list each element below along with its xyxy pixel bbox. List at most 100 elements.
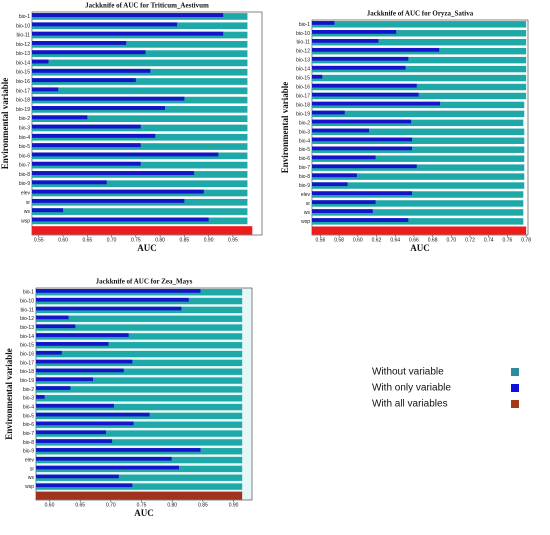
x-tick-label: 0.75 bbox=[131, 237, 141, 243]
y-tick-label: bio-17 bbox=[16, 88, 30, 94]
bar bbox=[36, 403, 114, 408]
bar bbox=[32, 171, 195, 175]
bar bbox=[36, 359, 133, 364]
x-tick-label: 0.85 bbox=[198, 502, 208, 508]
bar bbox=[312, 30, 527, 37]
bar bbox=[312, 92, 527, 100]
bar bbox=[32, 180, 107, 185]
bar bbox=[36, 403, 243, 411]
y-tick-label: bio-16 bbox=[20, 352, 34, 358]
bar bbox=[32, 189, 204, 194]
bar bbox=[312, 83, 417, 88]
y-tick-label: bio-2 bbox=[299, 120, 310, 126]
x-tick-label: 0.66 bbox=[409, 237, 419, 243]
bar bbox=[32, 115, 88, 120]
bar bbox=[36, 430, 106, 435]
bar bbox=[312, 200, 376, 205]
y-axis-label: Environmental variable bbox=[4, 348, 14, 440]
y-tick-label: bio-12 bbox=[20, 316, 34, 322]
y-tick-label: bio-4 bbox=[299, 138, 310, 144]
y-tick-label: wsp bbox=[301, 219, 310, 225]
bar bbox=[32, 208, 64, 213]
bar bbox=[32, 217, 209, 222]
bar bbox=[36, 412, 150, 417]
bar bbox=[36, 306, 182, 311]
bar bbox=[32, 115, 248, 123]
bar bbox=[32, 22, 178, 27]
y-tick-label: bio-13 bbox=[296, 58, 310, 64]
bar bbox=[312, 74, 323, 79]
bar bbox=[36, 342, 243, 349]
bar bbox=[32, 133, 156, 138]
x-tick-label: 0.80 bbox=[167, 502, 177, 508]
y-tick-label: bio-1 bbox=[19, 14, 30, 20]
y-tick-label: ws bbox=[28, 475, 35, 481]
bar bbox=[32, 59, 49, 64]
x-tick-label: 0.90 bbox=[204, 237, 214, 243]
bar bbox=[32, 226, 253, 235]
bar bbox=[32, 40, 248, 48]
bar bbox=[36, 324, 243, 331]
plot-area bbox=[31, 11, 263, 236]
x-tick-label: 0.62 bbox=[372, 237, 382, 243]
x-axis-label: AUC bbox=[137, 243, 157, 253]
y-tick-label: bio-10 bbox=[296, 31, 310, 37]
bar bbox=[312, 191, 413, 196]
legend-swatch bbox=[511, 384, 519, 392]
x-tick-label: 0.85 bbox=[179, 237, 189, 243]
bar bbox=[36, 315, 69, 320]
bar bbox=[312, 110, 345, 115]
bar bbox=[312, 209, 373, 213]
bar bbox=[312, 164, 417, 169]
x-tick-label: 0.60 bbox=[45, 502, 55, 508]
y-tick-label: bio-5 bbox=[19, 144, 30, 150]
y-tick-label: bio-14 bbox=[16, 60, 30, 66]
legend-label: With all variables bbox=[372, 399, 448, 410]
y-tick-label: wsp bbox=[25, 484, 34, 490]
x-tick-label: 0.74 bbox=[484, 237, 494, 243]
bar bbox=[312, 200, 524, 207]
x-tick-label: 0.64 bbox=[390, 237, 400, 243]
bar bbox=[312, 137, 413, 142]
bar bbox=[36, 421, 243, 428]
bar bbox=[312, 65, 406, 70]
bar bbox=[312, 38, 527, 46]
bar bbox=[32, 50, 146, 55]
bar bbox=[312, 92, 419, 97]
bar bbox=[36, 289, 201, 293]
bar bbox=[36, 395, 243, 402]
bar bbox=[36, 368, 124, 373]
y-tick-label: sr bbox=[30, 466, 35, 472]
x-tick-label: 0.75 bbox=[137, 502, 147, 508]
bar bbox=[36, 395, 45, 399]
plot-area bbox=[35, 287, 253, 501]
y-tick-label: bio-15 bbox=[16, 70, 30, 76]
bar bbox=[36, 465, 179, 470]
bar bbox=[312, 21, 527, 28]
y-tick-label: bio-8 bbox=[299, 174, 310, 180]
y-tick-label: bio-4 bbox=[23, 405, 34, 411]
bar bbox=[312, 209, 524, 216]
y-tick-label: bio-18 bbox=[16, 98, 30, 104]
chart-title: Jackknife of AUC for Oryza_Sativa bbox=[367, 10, 474, 18]
y-tick-label: bio-3 bbox=[23, 396, 34, 402]
y-tick-label: bio-19 bbox=[16, 107, 30, 113]
chart-title: Jackknife of AUC for Triticum_Aestivum bbox=[85, 2, 209, 10]
y-tick-label: bio-11 bbox=[20, 307, 34, 313]
y-tick-label: bio-9 bbox=[19, 181, 30, 187]
x-tick-label: 0.72 bbox=[465, 237, 475, 243]
y-tick-label: bio-5 bbox=[23, 413, 34, 419]
legend-swatch bbox=[511, 400, 519, 408]
bar bbox=[36, 350, 62, 355]
x-tick-label: 0.78 bbox=[521, 237, 531, 243]
bar bbox=[32, 161, 141, 166]
y-tick-label: bio-16 bbox=[296, 85, 310, 91]
bar bbox=[32, 106, 165, 110]
y-tick-label: bio-3 bbox=[19, 125, 30, 131]
bar bbox=[36, 386, 71, 390]
y-tick-label: bio-9 bbox=[23, 449, 34, 455]
x-tick-label: 0.56 bbox=[316, 237, 326, 243]
x-tick-label: 0.80 bbox=[155, 237, 165, 243]
y-tick-label: bio-8 bbox=[23, 440, 34, 446]
bar bbox=[36, 439, 113, 443]
